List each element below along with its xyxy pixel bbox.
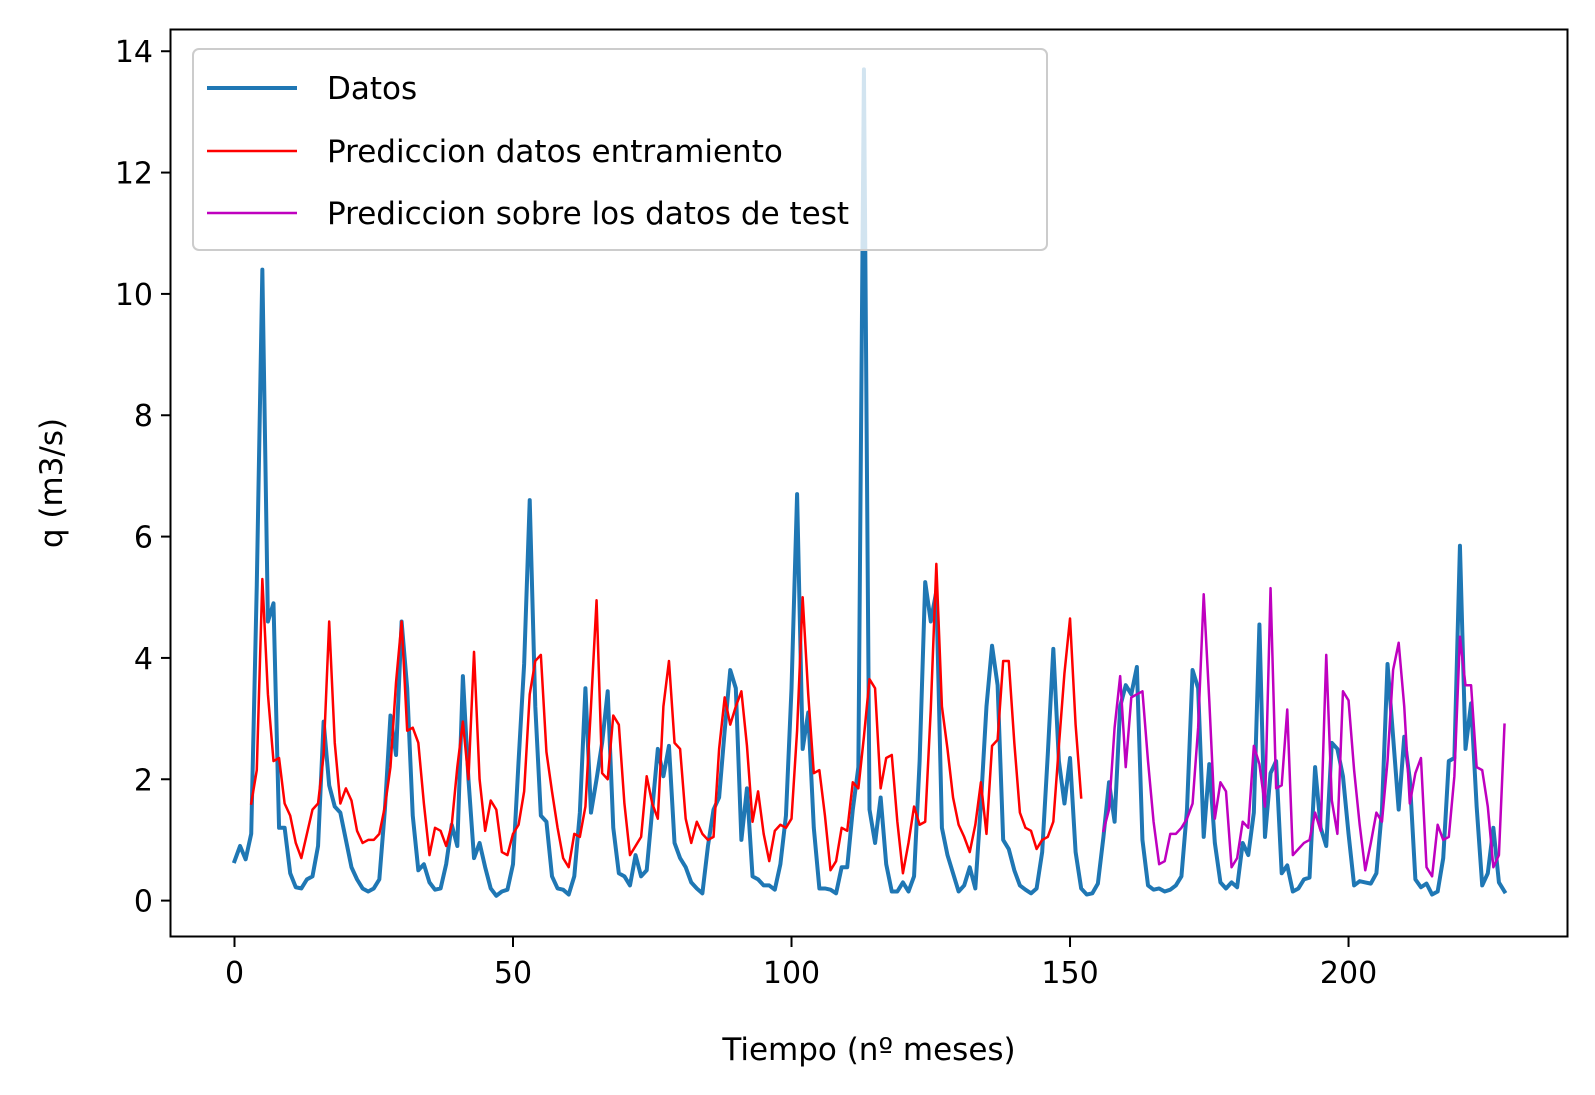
x-tick-label: 100 bbox=[763, 956, 820, 991]
x-tick-label: 50 bbox=[494, 956, 532, 991]
y-tick-label: 14 bbox=[115, 35, 153, 70]
legend-box bbox=[192, 48, 1048, 251]
series-layer bbox=[231, 67, 1508, 898]
plot-frame bbox=[169, 28, 1569, 938]
y-tick-label: 0 bbox=[134, 885, 153, 920]
legend-label-prediccion-test: Prediccion sobre los datos de test bbox=[327, 196, 849, 232]
y-tick-label: 6 bbox=[134, 521, 153, 556]
y-tick-label: 2 bbox=[134, 763, 153, 798]
series-line-prediccion-datos-entramiento bbox=[249, 562, 1083, 875]
y-tick-label: 4 bbox=[134, 642, 153, 677]
y-axis-title: q (m3/s) bbox=[34, 418, 70, 548]
x-axis-title: Tiempo (nº meses) bbox=[721, 1032, 1015, 1068]
series-line-datos bbox=[231, 67, 1508, 898]
y-tick-label: 8 bbox=[134, 399, 153, 434]
y-tick-label: 10 bbox=[115, 278, 153, 313]
y-tick-label: 12 bbox=[115, 157, 153, 192]
x-axis: 0 50 100 150 200 bbox=[225, 937, 1377, 991]
series-line-prediccion-sobre-los-datos-de-test bbox=[1101, 586, 1506, 878]
legend-label-prediccion-entrenamiento: Prediccion datos entramiento bbox=[327, 134, 783, 170]
y-axis: 0 2 4 6 8 10 12 14 bbox=[115, 35, 171, 920]
legend: Datos Prediccion datos entramiento Predi… bbox=[192, 48, 1048, 251]
x-tick-label: 0 bbox=[225, 956, 244, 991]
legend-label-datos: Datos bbox=[327, 71, 417, 107]
x-tick-label: 200 bbox=[1320, 956, 1377, 991]
x-tick-label: 150 bbox=[1041, 956, 1098, 991]
